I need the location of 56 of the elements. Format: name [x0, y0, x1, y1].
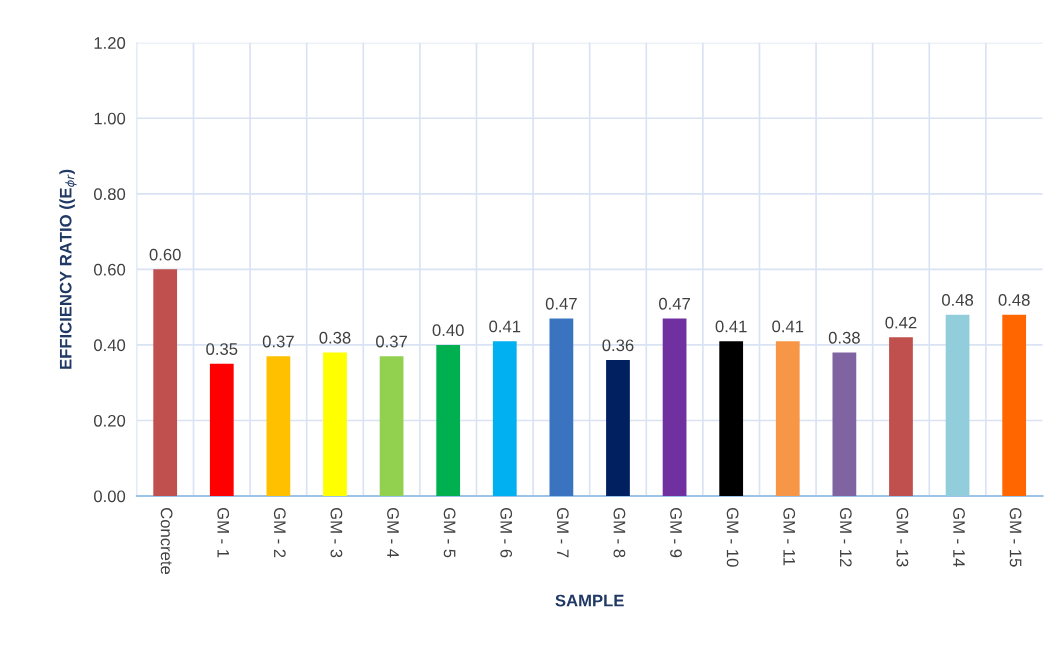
x-tick-label: GM - 6 — [500, 507, 513, 558]
bar — [153, 269, 178, 497]
data-label: 0.38 — [828, 331, 860, 344]
y-tick-label: 0.40 — [94, 339, 126, 352]
x-tick-label: GM - 12 — [839, 507, 852, 567]
data-label: 0.37 — [262, 335, 294, 348]
y-tick-label: 1.20 — [94, 37, 126, 49]
bar — [832, 352, 857, 497]
x-axis-title: SAMPLE — [555, 594, 624, 607]
y-tick-label: 0.20 — [94, 414, 126, 427]
x-tick-label: GM - 11 — [783, 507, 796, 566]
x-tick-label: GM - 5 — [443, 507, 456, 558]
bar — [266, 356, 291, 497]
x-tick-label: GM - 7 — [556, 507, 569, 558]
data-label: 0.41 — [772, 320, 804, 333]
x-tick-label: GM - 4 — [387, 507, 399, 558]
data-label: 0.60 — [149, 248, 181, 261]
bar — [549, 318, 574, 497]
x-tick-label: GM - 8 — [613, 507, 626, 558]
x-tick-label: GM - 2 — [273, 507, 286, 558]
x-tick-label: GM - 13 — [896, 507, 909, 567]
data-label: 0.41 — [715, 320, 747, 333]
bar — [719, 341, 744, 497]
data-label: 0.36 — [602, 339, 634, 352]
y-tick-label: 0.80 — [94, 188, 126, 201]
data-label: 0.42 — [885, 316, 917, 329]
x-tick-label: GM - 1 — [217, 507, 230, 558]
bar — [209, 363, 234, 497]
bar — [323, 352, 347, 497]
x-tick-label: GM - 15 — [1009, 507, 1022, 567]
bar — [492, 341, 517, 497]
x-tick-label: GM - 3 — [330, 507, 343, 558]
data-label: 0.47 — [659, 297, 690, 310]
data-label: 0.41 — [489, 320, 521, 333]
bar — [1002, 314, 1027, 497]
x-tick-label: GM - 14 — [953, 507, 965, 567]
data-label: 0.38 — [319, 331, 351, 344]
x-tick-label: Concrete — [160, 507, 173, 575]
y-tick-label: 0.60 — [94, 263, 126, 276]
bar — [606, 360, 630, 497]
data-label: 0.40 — [432, 324, 464, 337]
data-label: 0.37 — [376, 335, 407, 348]
bar — [379, 356, 404, 497]
y-tick-label: 1.00 — [94, 112, 126, 125]
data-label: 0.48 — [942, 294, 974, 306]
data-label: 0.35 — [206, 343, 238, 355]
bar — [775, 341, 800, 497]
data-label: 0.47 — [545, 297, 577, 310]
bar — [889, 337, 913, 497]
bar — [436, 344, 461, 497]
y-tick-label: 0.00 — [94, 490, 126, 503]
data-label: 0.48 — [998, 294, 1030, 306]
x-tick-label: GM - 10 — [726, 507, 739, 567]
y-axis-title: EFFICIENCY RATIO ((E$_{ϕr}$) — [59, 169, 77, 369]
x-tick-label: GM - 9 — [670, 507, 682, 558]
bar — [662, 318, 687, 497]
